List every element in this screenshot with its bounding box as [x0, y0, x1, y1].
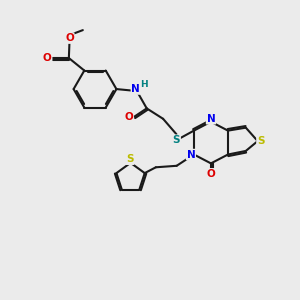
- Text: N: N: [187, 149, 195, 160]
- Text: N: N: [207, 114, 215, 124]
- Text: O: O: [43, 53, 52, 63]
- Text: N: N: [131, 84, 140, 94]
- Text: O: O: [65, 33, 74, 43]
- Text: S: S: [126, 154, 134, 164]
- Text: S: S: [257, 136, 264, 146]
- Text: H: H: [140, 80, 148, 88]
- Text: S: S: [173, 135, 180, 145]
- Text: O: O: [124, 112, 133, 122]
- Text: O: O: [207, 169, 215, 179]
